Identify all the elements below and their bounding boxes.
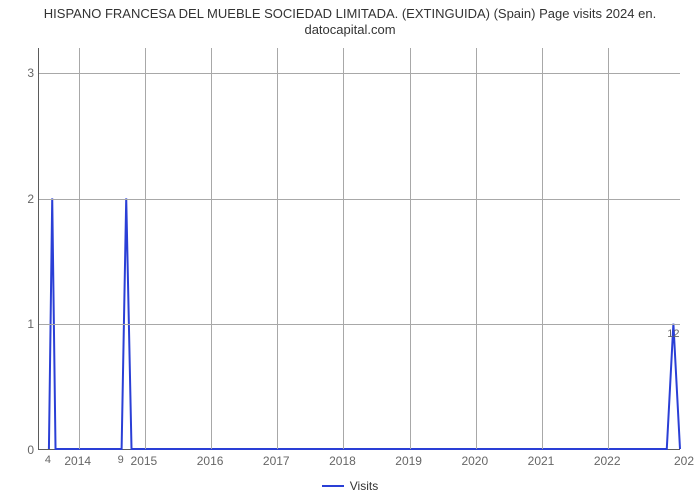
- x-tick-label: 202: [674, 454, 694, 468]
- x-tick-label: 2016: [197, 454, 224, 468]
- vgrid: [343, 48, 344, 449]
- vgrid: [277, 48, 278, 449]
- vgrid: [145, 48, 146, 449]
- x-tick-label: 2019: [395, 454, 422, 468]
- x-tick-label: 2017: [263, 454, 290, 468]
- hgrid: [39, 199, 680, 200]
- visits-line: [39, 48, 680, 449]
- x-tick-label: 2018: [329, 454, 356, 468]
- chart-title: HISPANO FRANCESA DEL MUEBLE SOCIEDAD LIM…: [0, 6, 700, 39]
- legend-swatch: [322, 485, 344, 487]
- chart-title-line2: datocapital.com: [304, 22, 395, 37]
- data-label: 4: [45, 454, 51, 466]
- plot-area: [38, 48, 680, 450]
- hgrid: [39, 324, 680, 325]
- legend-label: Visits: [350, 479, 378, 493]
- vgrid: [542, 48, 543, 449]
- legend: Visits: [0, 478, 700, 493]
- y-tick-label: 2: [4, 192, 34, 206]
- vgrid: [211, 48, 212, 449]
- vgrid: [410, 48, 411, 449]
- data-label: 12: [667, 328, 679, 340]
- y-tick-label: 0: [4, 443, 34, 457]
- x-tick-label: 2021: [528, 454, 555, 468]
- data-label: 9: [118, 454, 124, 466]
- x-tick-label: 2014: [64, 454, 91, 468]
- vgrid: [608, 48, 609, 449]
- chart-title-line1: HISPANO FRANCESA DEL MUEBLE SOCIEDAD LIM…: [44, 6, 656, 21]
- vgrid: [79, 48, 80, 449]
- y-tick-label: 3: [4, 66, 34, 80]
- y-tick-label: 1: [4, 317, 34, 331]
- x-tick-label: 2020: [461, 454, 488, 468]
- x-tick-label: 2015: [131, 454, 158, 468]
- hgrid: [39, 73, 680, 74]
- x-tick-label: 2022: [594, 454, 621, 468]
- vgrid: [476, 48, 477, 449]
